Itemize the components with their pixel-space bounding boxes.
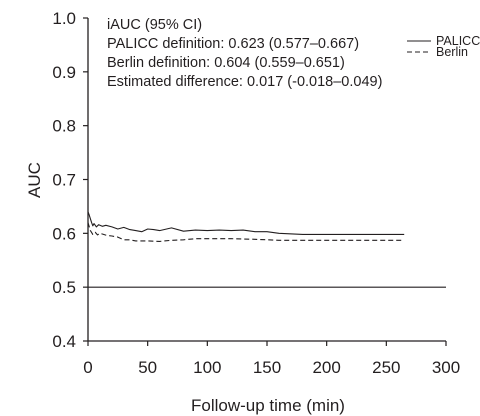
- y-axis-title: AUC: [25, 162, 44, 198]
- legend-label-palicc: PALICC: [436, 34, 480, 48]
- y-tick-label: 0.9: [52, 63, 76, 82]
- y-tick-label: 1.0: [52, 9, 76, 28]
- series-line-palicc: [87, 211, 405, 235]
- annotation-line: Estimated difference: 0.017 (-0.018–0.04…: [107, 74, 382, 90]
- y-tick-label: 0.7: [52, 171, 76, 190]
- x-tick-label: 0: [83, 358, 92, 377]
- x-tick-label: 250: [372, 358, 400, 377]
- series-line-berlin: [87, 222, 405, 242]
- y-tick-label: 0.6: [52, 224, 76, 243]
- y-tick-label: 0.5: [52, 278, 76, 297]
- x-tick-label: 50: [138, 358, 157, 377]
- annotation-line: Berlin definition: 0.604 (0.559–0.651): [107, 55, 345, 71]
- x-tick-label: 150: [253, 358, 281, 377]
- x-tick-label: 200: [312, 358, 340, 377]
- annotation-line: PALICC definition: 0.623 (0.577–0.667): [107, 36, 359, 52]
- x-tick-label: 100: [193, 358, 221, 377]
- y-tick-label: 0.4: [52, 332, 76, 351]
- x-tick-label: 300: [432, 358, 460, 377]
- x-axis-title: Follow-up time (min): [191, 396, 345, 415]
- annotation-heading: iAUC (95% CI): [107, 17, 202, 33]
- legend-label-berlin: Berlin: [436, 45, 468, 59]
- y-tick-label: 0.8: [52, 117, 76, 136]
